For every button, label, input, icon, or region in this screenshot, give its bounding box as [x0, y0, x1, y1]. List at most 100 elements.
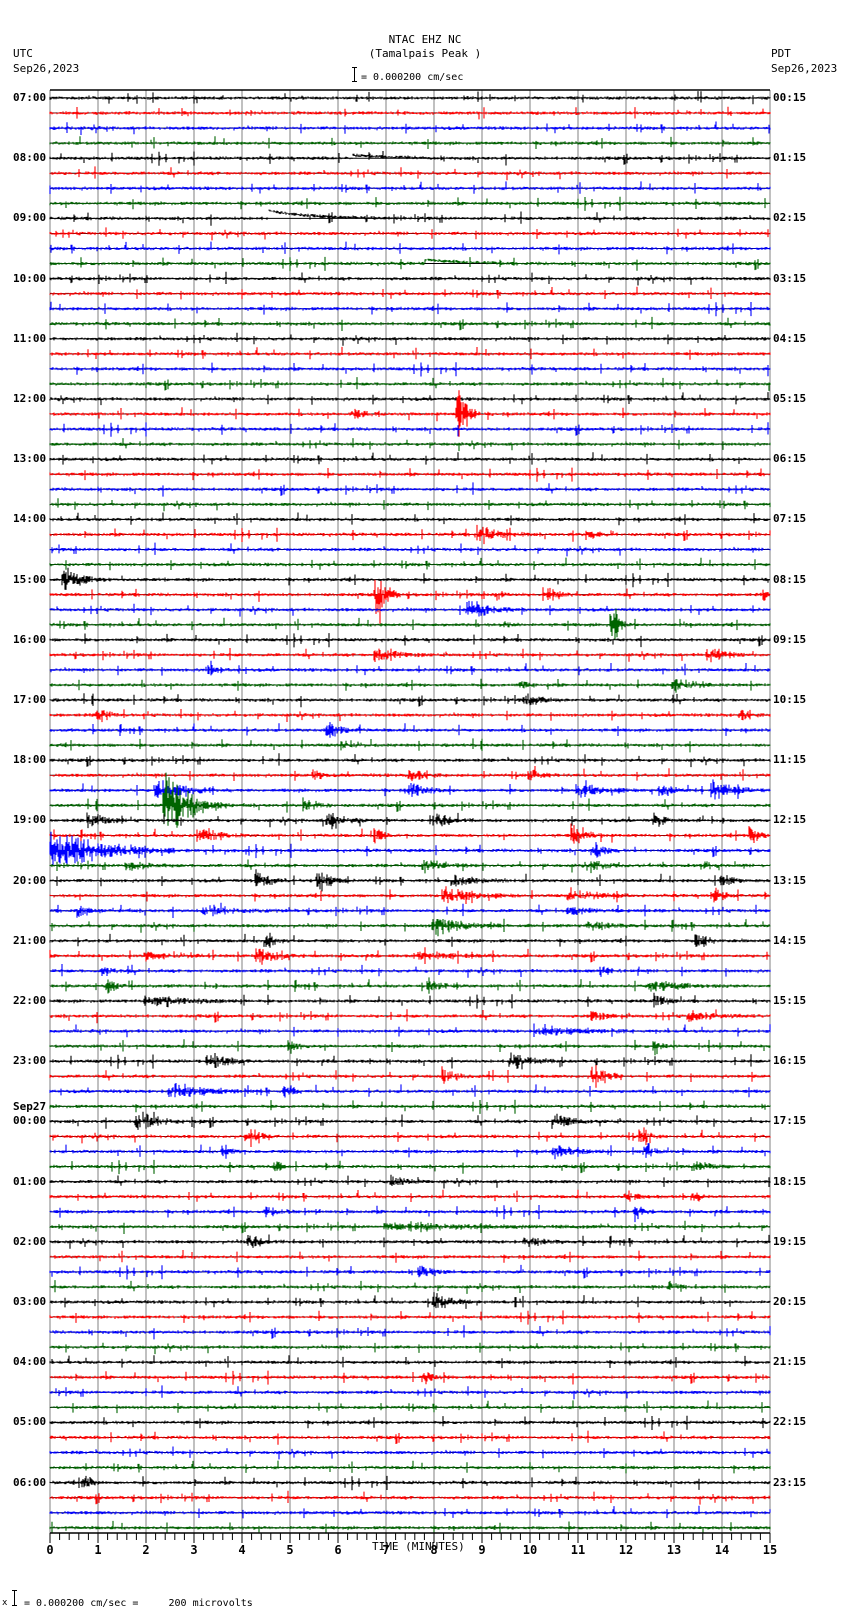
x-axis-label: TIME (MINUTES) [372, 1540, 465, 1553]
utc-time-label: 16:00 [13, 632, 47, 646]
trace-row [49, 498, 771, 512]
trace-row [49, 1280, 771, 1294]
utc-time-label: 03:00 [13, 1295, 47, 1308]
x-tick-label: 6 [334, 1543, 342, 1557]
trace-row [49, 823, 771, 844]
x-tick-label: 14 [714, 1543, 730, 1557]
trace-row [49, 136, 771, 149]
trace-row [49, 1234, 771, 1249]
trace-row [49, 557, 771, 571]
trace-row [49, 241, 771, 255]
trace-row [49, 1250, 771, 1263]
x-tick-label: 8 [430, 1543, 438, 1557]
trace-row [49, 467, 771, 482]
trace-row [49, 709, 771, 723]
date-change-label: Sep27 [13, 1100, 47, 1114]
utc-time-label: 21:00 [13, 933, 47, 947]
x-tick-label: 10 [522, 1543, 538, 1557]
scale-text: = 0.000200 cm/sec [361, 72, 464, 83]
trace-row [49, 1520, 771, 1534]
trace-row [49, 1264, 771, 1280]
utc-time-label: 18:00 [13, 753, 47, 767]
utc-time-label: 09:00 [13, 211, 47, 225]
trace-row [49, 1292, 771, 1309]
utc-time-label: 06:00 [13, 1475, 47, 1489]
station-title: NTAC EHZ NC [388, 33, 462, 46]
trace-row [49, 992, 771, 1009]
trace-row [49, 753, 771, 768]
utc-time-label: 23:00 [13, 1054, 47, 1068]
trace-row [49, 286, 771, 300]
pdt-time-label: 07:15 [773, 512, 807, 526]
pdt-time-label: 14:15 [773, 933, 807, 947]
trace-row [49, 633, 771, 648]
trace-row [49, 1325, 771, 1340]
trace-row [49, 1220, 771, 1234]
trace-row [49, 902, 771, 918]
trace-row [49, 869, 771, 892]
utc-time-label: 19:00 [13, 813, 47, 827]
trace-row [49, 1446, 771, 1460]
trace-row [49, 1083, 771, 1098]
footer-mark: x [2, 1598, 8, 1608]
trace-row [49, 271, 771, 286]
pdt-time-label: 16:15 [773, 1054, 807, 1068]
trace-row [49, 766, 771, 782]
trace-row [49, 1052, 771, 1070]
x-tick-label: 0 [46, 1543, 54, 1557]
trace-row [49, 390, 771, 437]
trace-row [49, 524, 771, 545]
footer-scale-text: = 0.000200 cm/sec = 200 microvolts [24, 1598, 253, 1609]
utc-time-label: 12:00 [13, 392, 47, 405]
trace-row [49, 947, 771, 965]
trace-row [49, 1385, 771, 1400]
trace-row [49, 301, 771, 317]
pdt-time-label: 04:15 [773, 331, 807, 345]
pdt-time-label: 13:15 [773, 873, 807, 887]
trace-row [49, 1189, 771, 1202]
pdt-time-label: 22:15 [773, 1415, 807, 1429]
trace-row [49, 579, 771, 624]
trace-row [49, 452, 771, 465]
trace-row [49, 1342, 771, 1355]
trace-row [49, 1127, 771, 1147]
trace-row [49, 346, 771, 360]
trace-row [49, 608, 771, 641]
pdt-time-label: 09:15 [773, 632, 807, 646]
pdt-time-label: 03:15 [773, 271, 807, 285]
pdt-time-label: 01:15 [773, 151, 807, 165]
scale-bar-icon [352, 67, 357, 82]
pdt-time-label: 00:15 [773, 91, 807, 104]
pdt-time-label: 17:15 [773, 1114, 807, 1128]
right-timezone: PDT [771, 47, 791, 60]
trace-row [49, 1355, 771, 1369]
trace-row [49, 362, 771, 377]
pdt-time-label: 11:15 [773, 753, 807, 767]
trace-row [49, 831, 771, 866]
trace-row [49, 772, 771, 828]
pdt-time-label: 19:15 [773, 1234, 807, 1248]
trace-row [49, 332, 771, 346]
pdt-time-label: 02:15 [773, 211, 807, 225]
trace-row [49, 1460, 771, 1474]
x-tick-label: 7 [382, 1543, 390, 1557]
trace-row [49, 1310, 771, 1325]
utc-time-label: 15:00 [13, 572, 47, 586]
trace-row [49, 779, 771, 800]
x-tick-label: 11 [570, 1543, 586, 1557]
left-timezone: UTC [13, 47, 33, 60]
pdt-time-label: 15:15 [773, 994, 807, 1007]
utc-time-label: 00:00 [13, 1114, 47, 1128]
utc-time-label: 13:00 [13, 452, 47, 466]
trace-row [49, 196, 771, 211]
right-date: Sep26,2023 [771, 62, 838, 75]
trace-row [49, 1143, 771, 1160]
trace-row [49, 600, 771, 617]
trace-row [49, 482, 771, 497]
trace-row [49, 1490, 771, 1505]
trace-row [49, 812, 771, 830]
footer-scale-bar-icon [12, 1590, 17, 1606]
utc-time-label: 10:00 [13, 271, 47, 285]
trace-row [49, 918, 771, 937]
trace-row [49, 1111, 771, 1130]
